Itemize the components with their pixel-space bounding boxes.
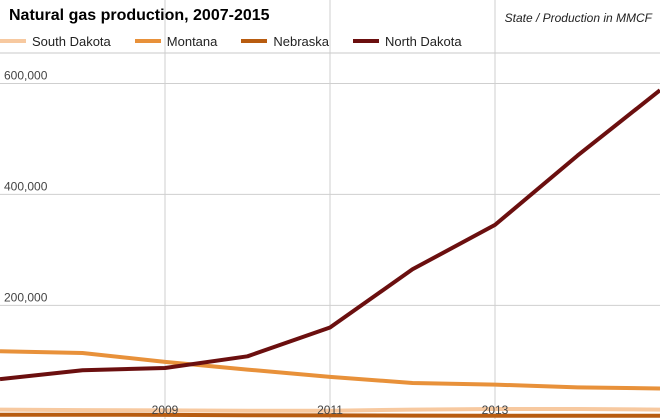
- chart-subtitle: State / Production in MMCF: [504, 11, 652, 25]
- y-tick-label: 400,000: [4, 179, 48, 193]
- legend-item-nebraska: Nebraska: [241, 34, 329, 49]
- legend-item-south-dakota: South Dakota: [0, 34, 111, 49]
- x-tick-label: 2009: [152, 403, 179, 417]
- y-tick-label: 600,000: [4, 69, 48, 83]
- legend-swatch-nebraska: [241, 39, 268, 43]
- legend-swatch-south-dakota: [0, 39, 26, 43]
- chart-title: Natural gas production, 2007-2015: [9, 7, 270, 24]
- legend-label-north-dakota: North Dakota: [385, 33, 462, 49]
- legend-label-nebraska: Nebraska: [273, 33, 330, 49]
- x-tick-label: 2013: [482, 403, 509, 417]
- legend-swatch-north-dakota: [353, 39, 380, 43]
- legend-label-montana: Montana: [166, 33, 218, 49]
- series-line-nebraska: [0, 412, 660, 418]
- legend-label-south-dakota: South Dakota: [32, 33, 111, 49]
- chart-legend: South Dakota Montana Nebraska North Dako…: [0, 32, 486, 50]
- x-tick-label: 2011: [317, 403, 343, 417]
- series-line-north-dakota: [0, 88, 660, 382]
- y-tick-label: 200,000: [4, 290, 48, 304]
- series-line-montana: [0, 349, 660, 391]
- legend-item-north-dakota: North Dakota: [353, 34, 462, 49]
- series-line-south-dakota: [0, 407, 660, 413]
- legend-swatch-montana: [134, 39, 161, 43]
- legend-item-montana: Montana: [134, 33, 218, 49]
